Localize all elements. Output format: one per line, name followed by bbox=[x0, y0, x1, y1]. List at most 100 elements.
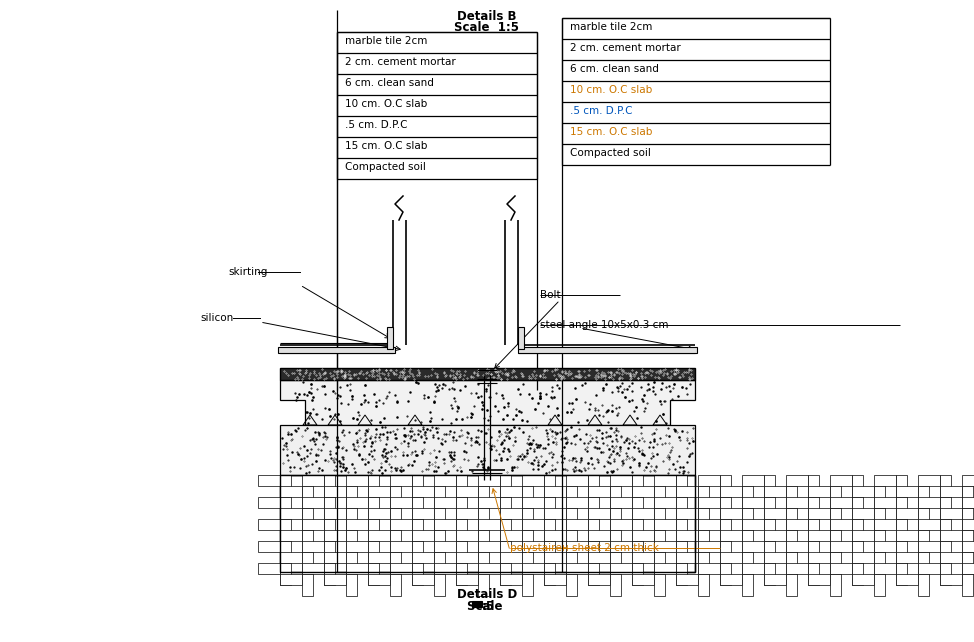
Bar bbox=[500, 563, 511, 585]
Bar bbox=[808, 475, 819, 497]
Bar bbox=[852, 486, 874, 497]
Bar bbox=[852, 541, 863, 563]
Bar bbox=[918, 475, 940, 486]
Bar bbox=[544, 486, 566, 497]
Bar bbox=[830, 486, 841, 508]
Bar bbox=[434, 563, 456, 574]
Bar bbox=[478, 486, 489, 508]
Bar bbox=[742, 486, 753, 508]
Bar bbox=[544, 497, 555, 519]
Bar bbox=[720, 530, 742, 541]
Bar bbox=[830, 475, 852, 486]
Text: .5 cm. D.P.C: .5 cm. D.P.C bbox=[570, 106, 632, 116]
Bar bbox=[698, 530, 709, 552]
Bar bbox=[676, 541, 687, 563]
Bar bbox=[412, 541, 423, 563]
Bar bbox=[786, 552, 797, 574]
Bar bbox=[302, 563, 324, 574]
Bar bbox=[478, 574, 489, 596]
Bar bbox=[346, 552, 357, 574]
Bar bbox=[764, 508, 786, 519]
Bar bbox=[962, 497, 974, 508]
Bar bbox=[896, 519, 907, 541]
Bar bbox=[874, 530, 885, 552]
Bar bbox=[654, 530, 665, 552]
Bar bbox=[500, 519, 511, 541]
Bar bbox=[434, 574, 445, 596]
Bar bbox=[896, 563, 907, 585]
Bar bbox=[764, 497, 775, 519]
Bar bbox=[346, 508, 357, 530]
Bar bbox=[940, 574, 962, 585]
Bar bbox=[654, 486, 665, 508]
Bar bbox=[676, 574, 698, 585]
Bar bbox=[302, 486, 313, 508]
Bar bbox=[258, 541, 280, 552]
Bar bbox=[654, 508, 665, 530]
Text: 6 cm. clean sand: 6 cm. clean sand bbox=[570, 64, 658, 74]
Bar bbox=[654, 552, 665, 574]
Bar bbox=[522, 486, 533, 508]
Bar bbox=[324, 563, 335, 585]
Bar bbox=[368, 519, 379, 541]
Bar bbox=[896, 508, 918, 519]
Bar bbox=[676, 563, 687, 585]
Bar bbox=[852, 574, 874, 585]
Bar bbox=[478, 475, 500, 486]
Bar bbox=[654, 519, 676, 530]
Bar bbox=[610, 530, 621, 552]
Bar bbox=[500, 497, 511, 519]
Bar bbox=[368, 486, 390, 497]
Bar bbox=[412, 530, 434, 541]
Bar bbox=[566, 486, 577, 508]
Bar bbox=[962, 519, 974, 530]
Bar bbox=[610, 541, 632, 552]
Bar bbox=[368, 541, 379, 563]
Bar bbox=[390, 475, 412, 486]
Bar bbox=[742, 530, 753, 552]
Bar bbox=[346, 486, 357, 508]
Bar bbox=[830, 563, 852, 574]
Text: 10 cm. O.C slab: 10 cm. O.C slab bbox=[345, 99, 428, 109]
Bar bbox=[566, 541, 588, 552]
Text: Compacted soil: Compacted soil bbox=[345, 162, 426, 172]
Bar bbox=[280, 425, 695, 475]
Bar bbox=[390, 541, 412, 552]
Bar bbox=[302, 574, 313, 596]
Bar bbox=[456, 574, 478, 585]
Bar bbox=[874, 508, 885, 530]
Bar bbox=[632, 541, 643, 563]
Bar bbox=[522, 519, 544, 530]
Bar bbox=[280, 368, 695, 380]
Bar bbox=[456, 497, 467, 519]
Bar bbox=[874, 563, 896, 574]
Text: 6 cm. clean sand: 6 cm. clean sand bbox=[345, 78, 433, 88]
Bar bbox=[786, 486, 797, 508]
Bar bbox=[518, 327, 524, 349]
Bar bbox=[918, 519, 940, 530]
Polygon shape bbox=[280, 380, 695, 425]
Bar bbox=[808, 486, 830, 497]
Bar bbox=[280, 475, 695, 572]
Bar bbox=[720, 574, 742, 585]
Text: steel angle 10x5x0.3 cm: steel angle 10x5x0.3 cm bbox=[540, 320, 668, 330]
Bar bbox=[280, 475, 291, 497]
Bar bbox=[698, 563, 720, 574]
Bar bbox=[280, 508, 302, 519]
Text: Details B: Details B bbox=[457, 10, 517, 23]
Text: Scale: Scale bbox=[468, 600, 506, 613]
Bar bbox=[786, 541, 808, 552]
Bar bbox=[478, 530, 489, 552]
Bar bbox=[918, 508, 929, 530]
Bar bbox=[390, 508, 401, 530]
Bar bbox=[610, 508, 621, 530]
Bar bbox=[588, 497, 599, 519]
Bar bbox=[698, 486, 709, 508]
Bar bbox=[368, 497, 379, 519]
Bar bbox=[588, 508, 610, 519]
Bar bbox=[434, 530, 445, 552]
Bar bbox=[940, 563, 951, 585]
Bar bbox=[874, 574, 885, 596]
Bar bbox=[518, 347, 697, 353]
Bar bbox=[302, 519, 324, 530]
